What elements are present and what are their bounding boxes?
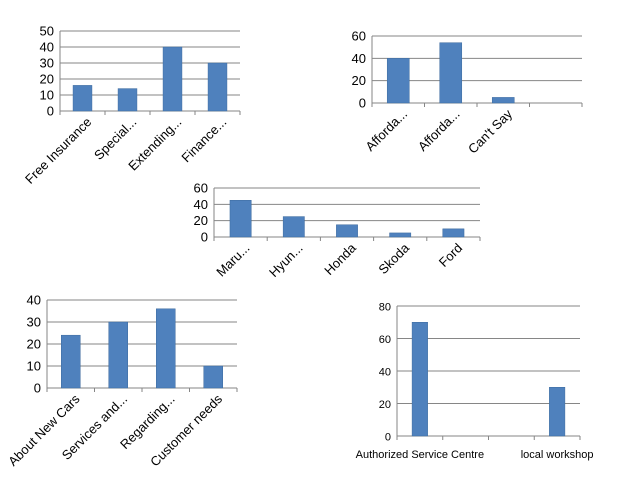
- bar: [207, 62, 228, 112]
- y-tick-label: 20: [352, 73, 366, 88]
- x-tick-label: Hyun...: [266, 240, 306, 280]
- y-tick-label: 40: [194, 197, 208, 212]
- x-tick-label: Honda: [321, 240, 359, 278]
- bar: [108, 321, 128, 389]
- bar: [72, 85, 93, 112]
- x-tick-label: Afforda...: [362, 106, 410, 154]
- bar: [439, 42, 463, 104]
- y-tick-label: 30: [27, 315, 41, 330]
- bar: [442, 228, 465, 238]
- y-tick-label: 60: [194, 181, 208, 196]
- y-tick-label: 0: [385, 432, 391, 444]
- bar: [389, 232, 412, 238]
- bar: [411, 322, 428, 437]
- y-tick-label: 40: [40, 40, 54, 55]
- y-tick-label: 20: [379, 399, 391, 411]
- x-tick-label: Can't Say: [465, 106, 516, 157]
- y-tick-label: 80: [379, 302, 391, 314]
- y-tick-label: 40: [27, 293, 41, 308]
- y-tick-label: 60: [352, 29, 366, 44]
- bar: [549, 387, 566, 437]
- y-tick-label: 0: [359, 96, 366, 111]
- x-tick-label: Finance...: [178, 114, 229, 165]
- x-tick-label: Maru...: [213, 240, 252, 279]
- y-tick-label: 10: [40, 88, 54, 103]
- y-tick-label: 0: [34, 381, 41, 396]
- y-tick-label: 10: [27, 359, 41, 374]
- x-tick-label: Ford: [436, 240, 466, 270]
- bar: [282, 216, 305, 238]
- bar: [336, 224, 358, 238]
- y-tick-label: 20: [40, 72, 54, 87]
- x-tick-label: Free Insurance: [22, 114, 94, 186]
- bar: [117, 88, 138, 112]
- bar: [229, 200, 252, 238]
- y-tick-label: 40: [352, 51, 366, 66]
- bar: [203, 365, 223, 389]
- bar: [386, 58, 410, 104]
- x-tick-label: Authorized Service Centre: [356, 449, 484, 461]
- bar: [156, 308, 176, 389]
- y-tick-label: 0: [201, 230, 208, 245]
- y-tick-label: 0: [47, 104, 54, 119]
- y-tick-label: 60: [379, 334, 391, 346]
- bar: [61, 334, 81, 389]
- y-tick-label: 20: [27, 337, 41, 352]
- y-tick-label: 30: [40, 56, 54, 71]
- y-tick-label: 20: [194, 213, 208, 228]
- bar: [162, 46, 183, 112]
- bar: [491, 97, 515, 104]
- bar-chart-5: 0 20 40 60 80 Authorized Service Centre local …: [356, 302, 594, 462]
- x-tick-label: local workshop: [521, 449, 594, 461]
- y-tick-label: 50: [40, 24, 54, 39]
- x-tick-label: Skoda: [375, 240, 412, 277]
- x-tick-label: Afforda...: [415, 106, 463, 154]
- y-tick-label: 40: [379, 367, 391, 379]
